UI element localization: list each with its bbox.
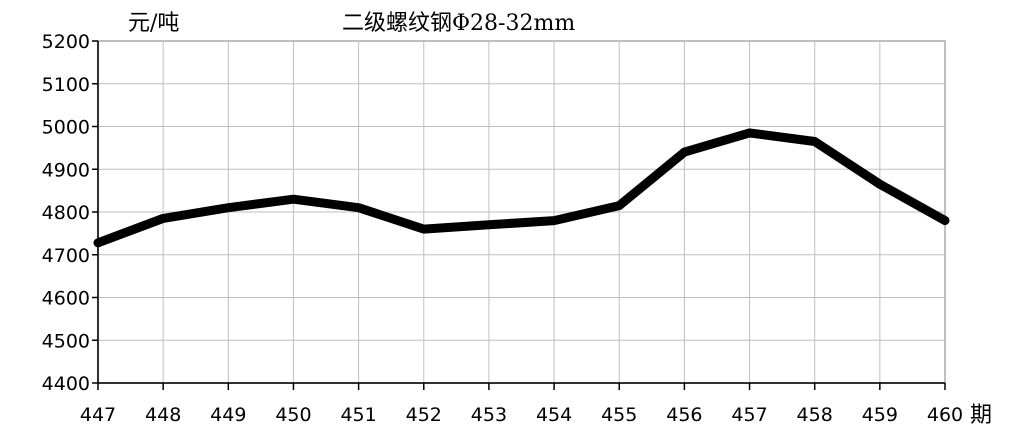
x-tick-label: 452 (406, 404, 442, 426)
y-tick-label: 4800 (42, 202, 90, 224)
y-tick-label: 4600 (42, 288, 90, 310)
x-axis-unit-label: 期 (970, 403, 992, 428)
x-tick-label: 447 (80, 404, 116, 426)
data-point (358, 207, 360, 209)
data-point (488, 224, 490, 226)
data-point (97, 242, 99, 244)
y-tick-label: 4400 (42, 373, 90, 395)
x-tick-label: 454 (536, 404, 572, 426)
labels: 元/吨 二级螺纹钢Φ28-32mm 期 (128, 11, 992, 428)
x-tick-label: 450 (275, 404, 311, 426)
data-point (749, 132, 751, 134)
y-tick-label: 4900 (42, 159, 90, 181)
series-layer (93, 128, 950, 248)
data-point (814, 140, 816, 142)
x-tick-label: 456 (666, 404, 702, 426)
data-point (227, 207, 229, 209)
y-tick-label: 4700 (42, 245, 90, 267)
unit-label: 元/吨 (128, 11, 179, 36)
chart-title: 二级螺纹钢Φ28-32mm (342, 11, 575, 36)
data-point (162, 217, 164, 219)
data-point (553, 220, 555, 222)
data-point (879, 183, 881, 185)
x-tick-label: 453 (471, 404, 507, 426)
x-tick-label: 459 (862, 404, 898, 426)
axes: 4400 4500 4600 4700 4800 4900 5000 5100 5200 447 4… (42, 31, 963, 426)
y-tick-label: 4500 (42, 330, 90, 352)
x-tick-label: 457 (731, 404, 767, 426)
y-tick-label: 5200 (42, 31, 90, 53)
data-point (944, 220, 946, 222)
data-point (683, 151, 685, 153)
x-tick-label: 455 (601, 404, 637, 426)
data-point (292, 198, 294, 200)
series-line (93, 128, 950, 248)
x-tick-label: 458 (797, 404, 833, 426)
x-tick-label: 449 (210, 404, 246, 426)
data-point (618, 205, 620, 207)
data-point (423, 228, 425, 230)
x-tick-label: 448 (145, 404, 181, 426)
x-tick-label: 451 (340, 404, 376, 426)
x-tick-label: 460 (927, 404, 963, 426)
y-tick-label: 5000 (42, 117, 90, 139)
y-tick-label: 5100 (42, 74, 90, 96)
